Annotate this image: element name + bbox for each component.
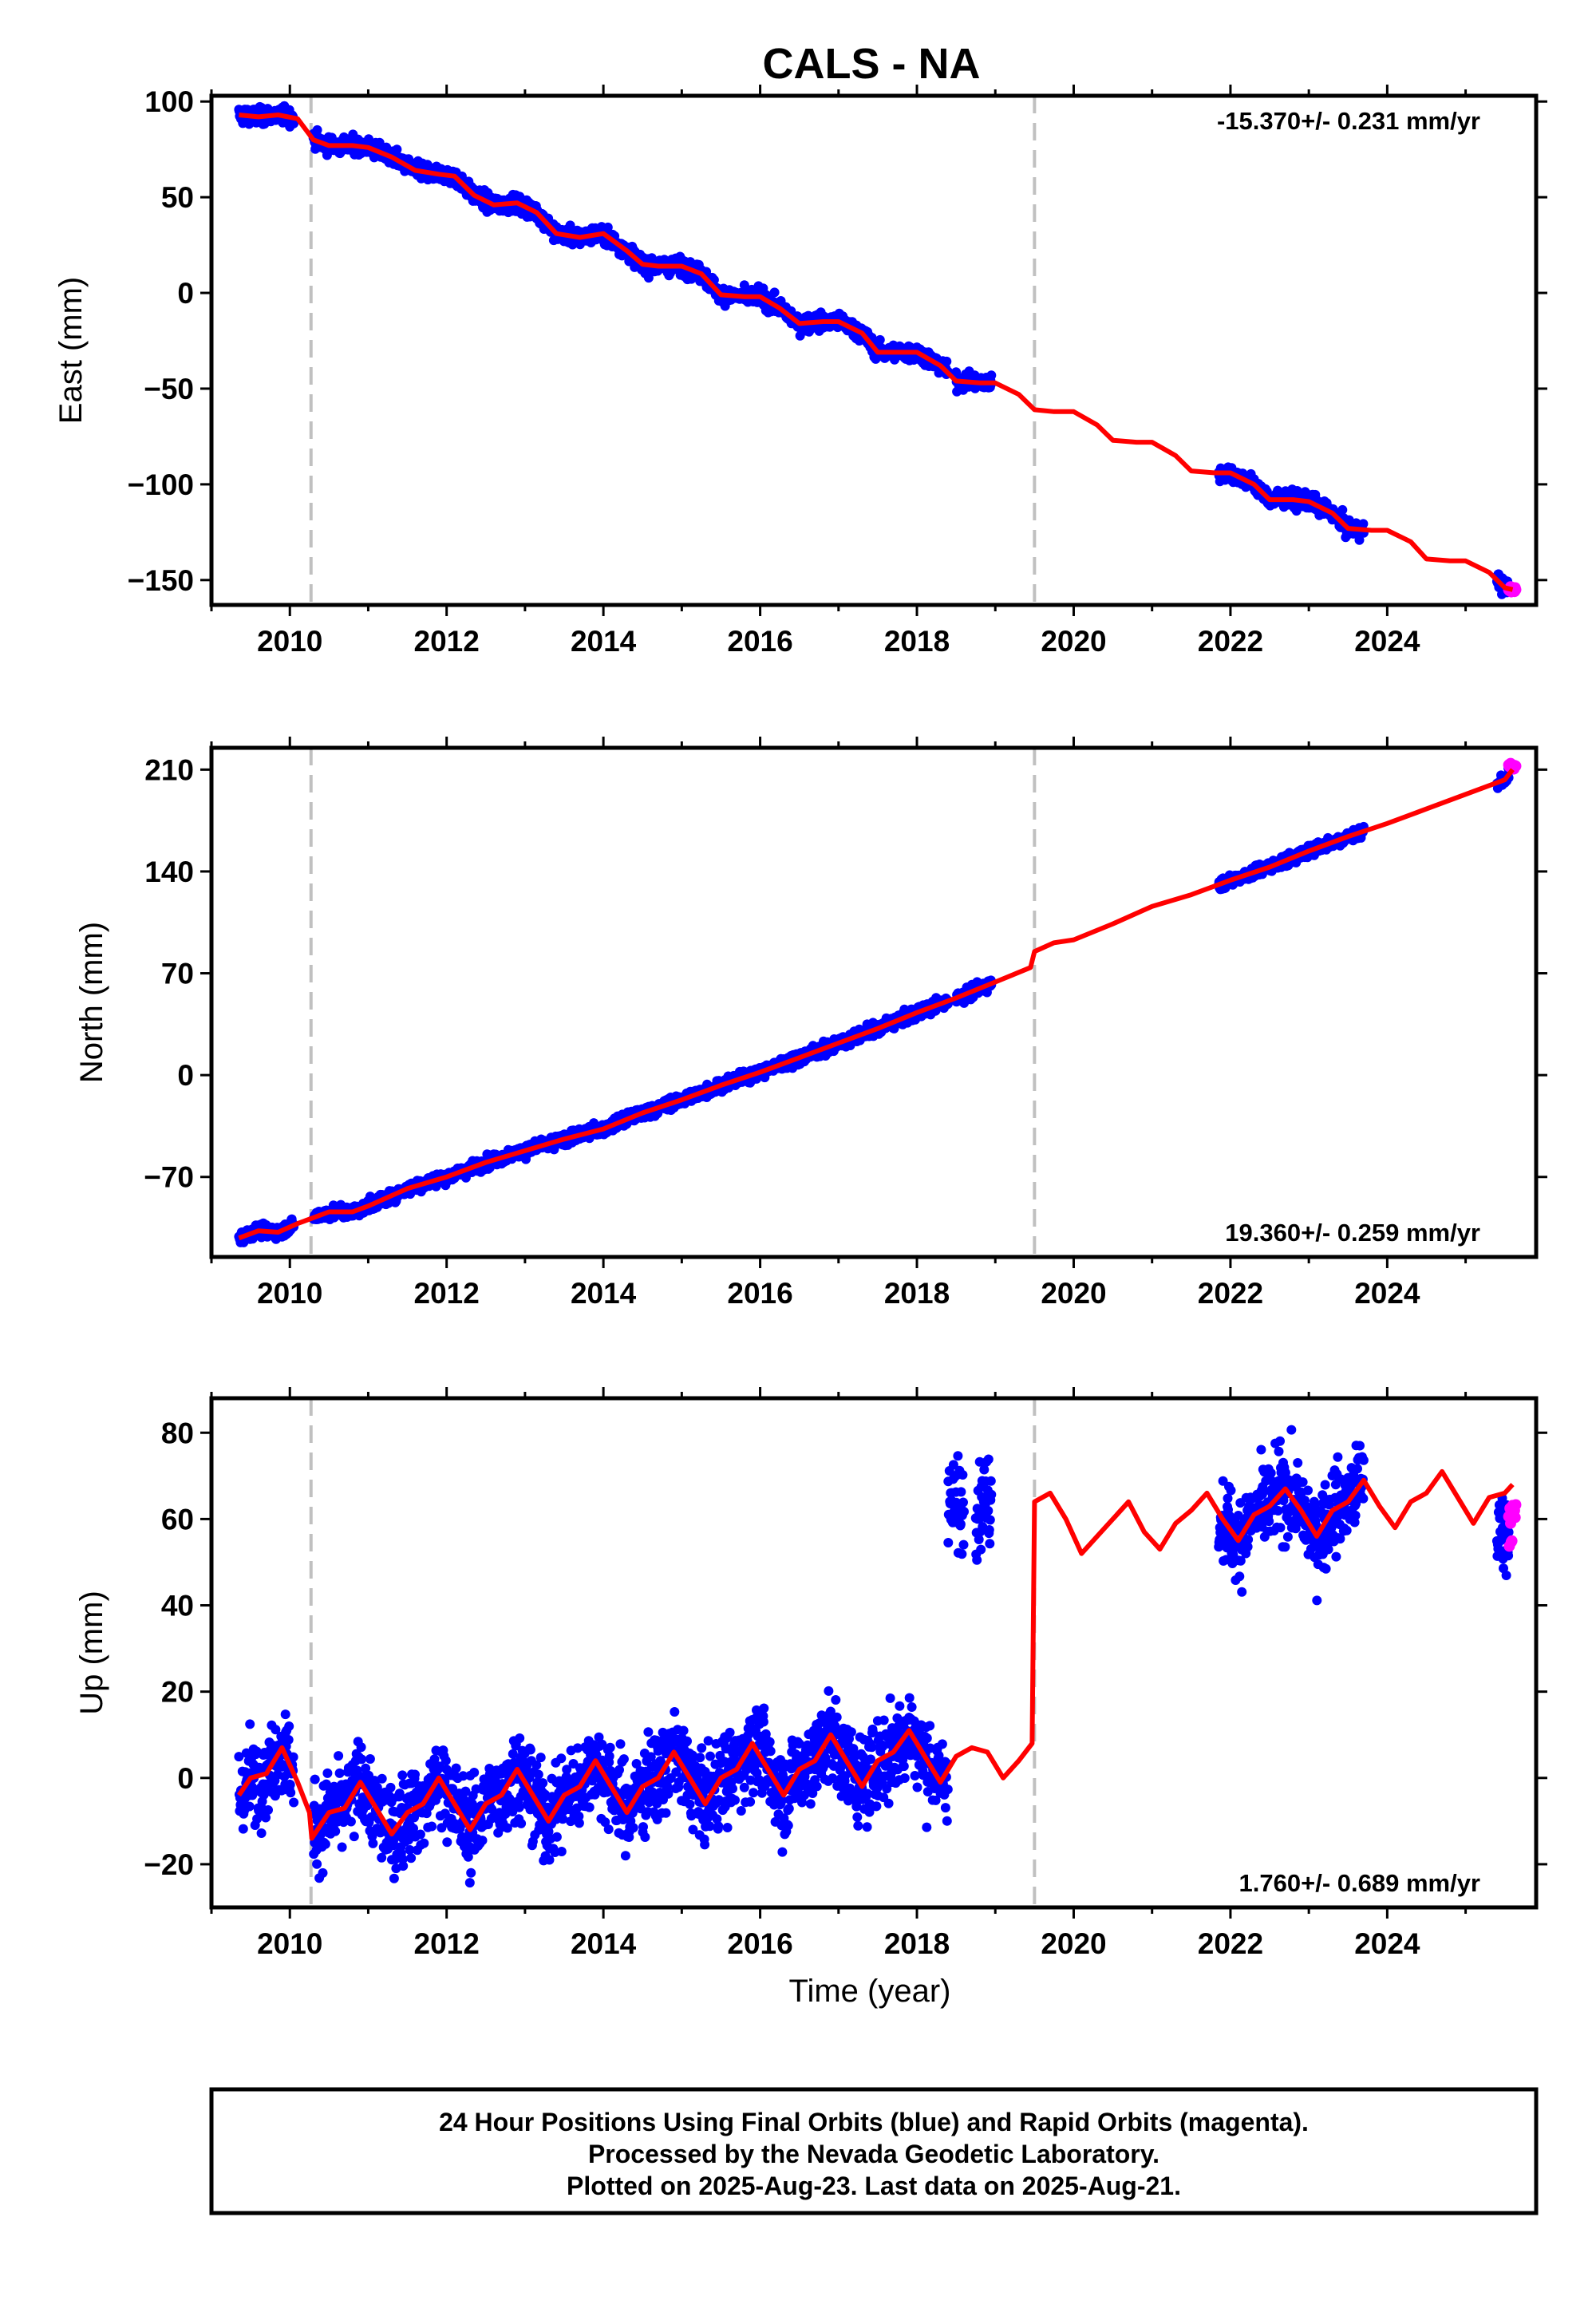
final-point (245, 1719, 255, 1729)
final-point (285, 1780, 295, 1790)
x-tick-label: 2014 (571, 1277, 637, 1310)
x-tick-label: 2010 (257, 1277, 322, 1310)
final-point (377, 1773, 387, 1784)
plot-area (234, 748, 1522, 1257)
y-tick-label: 0 (177, 277, 194, 310)
final-point (312, 1859, 322, 1869)
y-tick-label: 70 (161, 958, 194, 990)
final-point (234, 1752, 244, 1762)
final-point (238, 1824, 248, 1834)
final-point (769, 287, 780, 298)
final-point (320, 1839, 330, 1849)
final-point (283, 1735, 294, 1745)
final-point (312, 124, 322, 135)
final-point (318, 1867, 328, 1878)
final-orbit-points (234, 763, 1514, 1247)
plot-frame (209, 93, 1539, 607)
model-curve (239, 113, 1514, 592)
x-tick-label: 2016 (727, 625, 792, 658)
final-point (1337, 504, 1348, 515)
final-point (942, 356, 952, 366)
final-point (1358, 519, 1369, 529)
final-point (289, 1797, 299, 1808)
x-tick-label: 2024 (1354, 625, 1420, 658)
y-tick-label: 0 (177, 1059, 194, 1092)
x-tick-label: 2012 (414, 625, 480, 658)
rapid-point (1510, 583, 1522, 595)
y-tick-label: −50 (144, 373, 194, 405)
final-point (362, 1800, 373, 1811)
final-point (367, 1831, 377, 1841)
plot-area (234, 1398, 1522, 1907)
final-point (346, 1816, 356, 1827)
panel-north: 210 140 70 0 −70 2010 2012 2014 2016 2018 2020 2022… (74, 737, 1547, 1310)
y-tick-label: −150 (128, 564, 194, 597)
y-tick-label: 210 (144, 753, 194, 786)
final-point (310, 1774, 320, 1784)
final-point (377, 1852, 387, 1863)
plot-frame (209, 745, 1539, 1259)
y-tick-label: −70 (144, 1161, 194, 1194)
final-point (256, 1828, 267, 1838)
rate-label: 19.360+/- 0.259 mm/yr (1225, 1219, 1480, 1247)
figure-title: CALS - NA (763, 40, 981, 88)
x-tick-label: 2022 (1198, 625, 1263, 658)
final-point (356, 1742, 366, 1753)
final-point (392, 144, 402, 155)
x-tick-label: 2024 (1354, 1277, 1420, 1310)
final-point (322, 1768, 333, 1778)
final-point (263, 1805, 273, 1815)
x-tick-label: 2014 (571, 625, 637, 658)
x-tick-label: 2020 (1041, 1277, 1106, 1310)
final-point (271, 1725, 281, 1735)
y-axis-label: North (mm) (74, 922, 109, 1083)
final-point (244, 1801, 255, 1812)
final-point (321, 1779, 331, 1789)
final-point (330, 1826, 341, 1836)
model-curve (238, 768, 1515, 1241)
y-axis-label: East (mm) (53, 277, 89, 424)
final-point (334, 1751, 344, 1761)
y-tick-label: 140 (144, 856, 194, 888)
x-tick-label: 2016 (727, 1277, 792, 1310)
final-point (368, 1838, 378, 1848)
final-point (349, 1832, 359, 1842)
panel-east: 100 50 0 −50 −100 −150 2010 2012 2014 2016 2018 202… (53, 85, 1547, 658)
final-point (284, 1721, 294, 1731)
final-point (875, 334, 885, 345)
rate-label: -15.370+/- 0.231 mm/yr (1217, 107, 1480, 135)
y-tick-label: 50 (161, 181, 194, 214)
x-tick-label: 2018 (884, 1277, 950, 1310)
final-point (357, 1754, 367, 1765)
plot-area (234, 96, 1522, 605)
x-tick-label: 2010 (257, 625, 322, 658)
final-point (261, 1812, 271, 1823)
x-tick-label: 2020 (1041, 625, 1106, 658)
y-tick-label: −100 (128, 468, 194, 501)
rapid-point (1510, 760, 1522, 772)
final-point (365, 1754, 375, 1764)
y-tick-label: 100 (144, 85, 194, 118)
final-point (289, 118, 299, 128)
final-point (337, 1842, 347, 1852)
final-point (280, 1709, 290, 1720)
x-tick-label: 2022 (1198, 1277, 1263, 1310)
final-orbit-points (234, 1425, 1514, 1888)
final-point (986, 370, 997, 381)
final-point (288, 1752, 298, 1762)
x-tick-label: 2012 (414, 1277, 480, 1310)
final-point (286, 1788, 296, 1798)
final-point (334, 1768, 345, 1778)
x-tick-label: 2018 (884, 625, 950, 658)
